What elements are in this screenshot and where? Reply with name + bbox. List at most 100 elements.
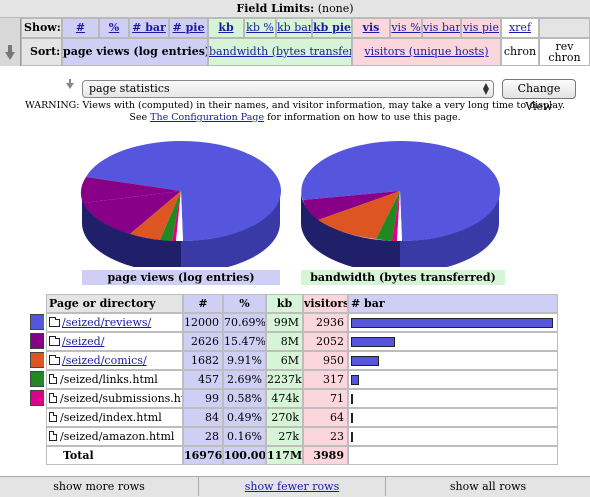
row-name-cell: /seized/submissions.html bbox=[46, 389, 183, 408]
row-name-link[interactable]: /seized/reviews/ bbox=[62, 316, 152, 329]
row-name-link[interactable]: /seized/comics/ bbox=[62, 354, 147, 367]
show-kb-link[interactable]: kb bbox=[218, 21, 234, 34]
row-color-key bbox=[30, 332, 44, 351]
sort-label: Sort: bbox=[21, 38, 62, 66]
sort-rev-chron[interactable]: rev chron bbox=[539, 38, 590, 66]
header-bar[interactable]: # bar bbox=[348, 294, 558, 313]
pie-slice-seized bbox=[80, 177, 181, 203]
row-name-link[interactable]: /seized/ bbox=[62, 335, 105, 348]
row-hits: 457 bbox=[183, 370, 223, 389]
row-bar-cell bbox=[348, 370, 558, 389]
row-kb: 474k bbox=[266, 389, 303, 408]
table-row: /seized/comics/1682 9.91% 6M 950 bbox=[30, 351, 558, 370]
header-page-or-directory[interactable]: Page or directory bbox=[46, 294, 183, 313]
pie-slice-other bbox=[176, 191, 183, 242]
pie-slice-seized-2 bbox=[83, 191, 181, 234]
row-name: /seized/submissions.html bbox=[60, 392, 182, 405]
total-pct: 100.00 bbox=[223, 446, 266, 465]
sort-bandwidth-link[interactable]: bandwidth (bytes transferred) bbox=[209, 45, 351, 58]
show-kb-pct-link[interactable]: kb % bbox=[246, 21, 274, 34]
down-arrow-icon bbox=[5, 45, 15, 60]
show-fewer-rows-link[interactable]: show fewer rows bbox=[244, 480, 340, 493]
show-kb-pie-link[interactable]: kb pie bbox=[313, 21, 352, 34]
total-visitors: 3989 bbox=[303, 446, 348, 465]
pie2-slice-reviews bbox=[400, 140, 501, 241]
report-select[interactable]: page statistics ▲ ▼ bbox=[82, 80, 494, 98]
show-hits-pie-link[interactable]: # pie bbox=[172, 21, 205, 34]
show-vis-pie-link[interactable]: vis pie bbox=[463, 21, 499, 34]
row-pct: 9.91% bbox=[223, 351, 266, 370]
report-view-selector: page statistics ▲ ▼ Change View bbox=[62, 79, 590, 113]
total-bar-cell bbox=[348, 446, 558, 465]
sort-visitors-link[interactable]: visitors (unique hosts) bbox=[364, 45, 489, 58]
page-views-pie-label: page views (log entries) bbox=[82, 270, 280, 285]
row-name: /seized/links.html bbox=[60, 373, 158, 386]
scroll-down-control[interactable] bbox=[0, 18, 21, 66]
row-color-key bbox=[30, 408, 44, 427]
row-pct: 70.69% bbox=[223, 313, 266, 332]
show-more-rows-button[interactable]: show more rows bbox=[0, 477, 199, 496]
view-controls: Show: # % # bar # pie kb kb % kb bar kb … bbox=[0, 18, 590, 66]
show-hits-bar-link[interactable]: # bar bbox=[132, 21, 166, 34]
pie-side-blue bbox=[82, 191, 181, 267]
row-bar bbox=[351, 432, 353, 442]
row-pct: 15.47% bbox=[223, 332, 266, 351]
warning-line2: See The Configuration Page for informati… bbox=[0, 112, 590, 124]
row-bar-cell bbox=[348, 332, 558, 351]
row-kb: 27k bbox=[266, 427, 303, 446]
show-all-rows-button[interactable]: show all rows bbox=[449, 480, 527, 493]
show-xref-link[interactable]: xref bbox=[508, 21, 532, 34]
pie-slice-reviews-top bbox=[86, 141, 181, 191]
row-color-key bbox=[30, 427, 44, 446]
pie2-slice-submissions bbox=[392, 191, 400, 242]
table-row: /seized/2626 15.47% 8M 2052 bbox=[30, 332, 558, 351]
show-vis-bar-link[interactable]: vis bar bbox=[423, 21, 461, 34]
pie2-side bbox=[301, 191, 400, 267]
row-kb: 2237k bbox=[266, 370, 303, 389]
row-kb: 8M bbox=[266, 332, 303, 351]
row-hits: 1682 bbox=[183, 351, 223, 370]
warning-line1: WARNING: Views with (computed) in their … bbox=[25, 100, 565, 111]
color-swatch bbox=[30, 371, 44, 387]
row-visitors: 23 bbox=[303, 427, 348, 446]
pie-slice-submissions bbox=[172, 191, 181, 242]
sort-page-views[interactable]: page views (log entries) bbox=[62, 38, 208, 66]
pie2-slice-reviews-top bbox=[301, 141, 400, 200]
row-hits: 2626 bbox=[183, 332, 223, 351]
table-row: /seized/index.html 84 0.49% 270k 64 bbox=[30, 408, 558, 427]
header-pct[interactable]: % bbox=[223, 294, 266, 313]
show-vis-pct-link[interactable]: vis % bbox=[391, 21, 421, 34]
pie-side-blue-front bbox=[181, 191, 280, 267]
report-select-value: page statistics bbox=[89, 82, 170, 95]
header-visitors[interactable]: visitors bbox=[303, 294, 348, 313]
row-color-key bbox=[30, 313, 44, 332]
row-pct: 0.49% bbox=[223, 408, 266, 427]
header-kb[interactable]: kb bbox=[266, 294, 303, 313]
color-swatch bbox=[30, 314, 44, 330]
field-limits-label: Field Limits: bbox=[236, 2, 315, 15]
row-color-key bbox=[30, 351, 44, 370]
header-hits[interactable]: # bbox=[183, 294, 223, 313]
show-hits-link[interactable]: # bbox=[75, 21, 86, 34]
table-total-row: Total 16976 100.00 117M 3989 bbox=[30, 446, 558, 465]
table-row: /seized/reviews/12000 70.69% 99M 2936 bbox=[30, 313, 558, 332]
row-color-key bbox=[30, 370, 44, 389]
sort-rev-chron-line2: chron bbox=[548, 51, 581, 64]
row-visitors: 64 bbox=[303, 408, 348, 427]
sort-chron[interactable]: chron bbox=[501, 38, 539, 66]
field-limits-bar: Field Limits: (none) bbox=[0, 0, 590, 18]
row-pct: 0.58% bbox=[223, 389, 266, 408]
show-label: Show: bbox=[21, 18, 62, 38]
show-vis-link[interactable]: vis bbox=[362, 21, 380, 34]
row-hits: 84 bbox=[183, 408, 223, 427]
show-kb-bar-link[interactable]: kb bar bbox=[277, 21, 312, 34]
warning-line2-pre: See bbox=[129, 112, 151, 123]
folder-icon bbox=[49, 355, 60, 365]
show-hits-pct-link[interactable]: % bbox=[108, 21, 120, 34]
updown-caret-icon: ▲ ▼ bbox=[482, 81, 489, 96]
row-hits: 12000 bbox=[183, 313, 223, 332]
configuration-page-link[interactable]: The Configuration Page bbox=[150, 112, 265, 123]
change-view-button[interactable]: Change View bbox=[502, 79, 576, 113]
pie2-slice-comics bbox=[318, 191, 400, 239]
